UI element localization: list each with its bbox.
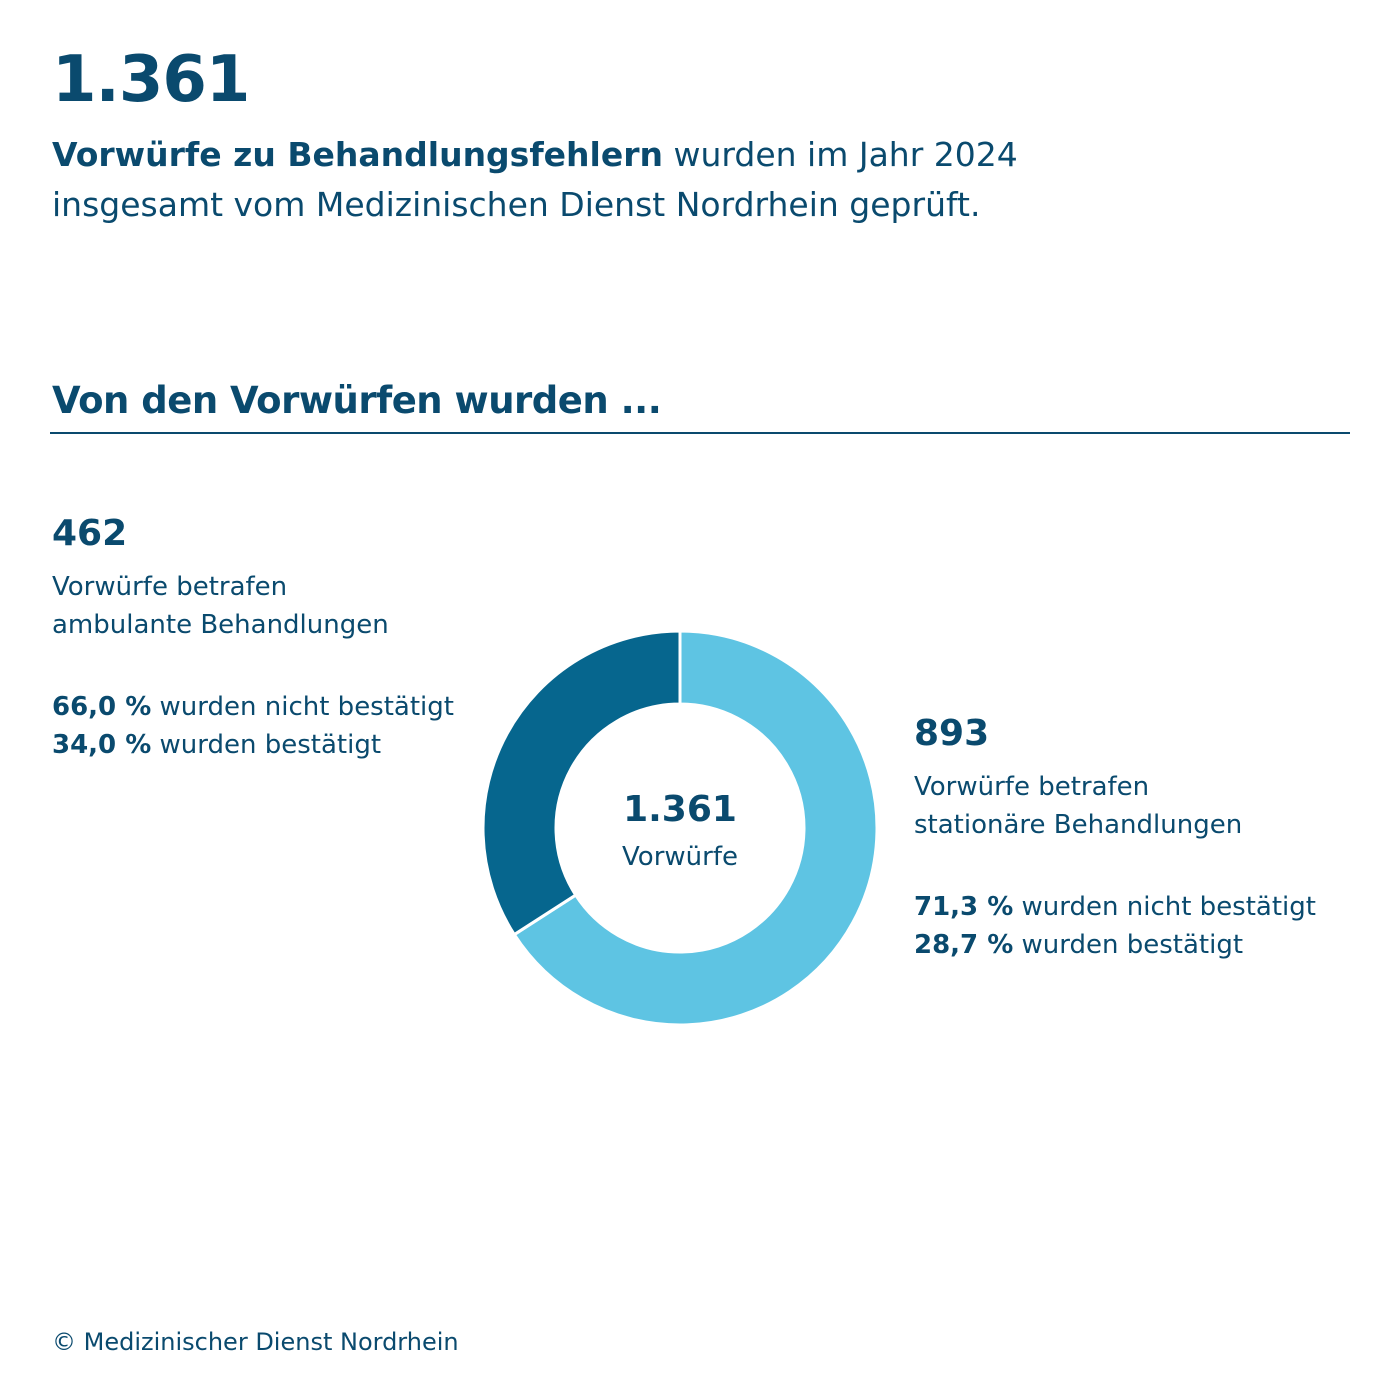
stationaer-stat2-pct: 28,7 %	[914, 930, 1014, 960]
stationaer-stats: 71,3 % wurden nicht bestätigt 28,7 % wur…	[914, 888, 1316, 964]
stationaer-desc-line1: Vorwürfe betrafen	[914, 772, 1150, 802]
ambulant-stat-confirmed: 34,0 % wurden bestätigt	[52, 726, 454, 764]
stationaer-description: Vorwürfe betrafen stationäre Behandlunge…	[914, 768, 1316, 844]
donut-slice-stationaer	[512, 629, 879, 1027]
ambulant-stat2-text: wurden bestätigt	[151, 730, 382, 760]
stationaer-group: 893 Vorwürfe betrafen stationäre Behandl…	[914, 716, 1316, 964]
ambulant-stat1-pct: 66,0 %	[52, 692, 152, 722]
intro-bold: Vorwürfe zu Behandlungsfehlern	[52, 135, 664, 174]
ambulant-stats: 66,0 % wurden nicht bestätigt 34,0 % wur…	[52, 688, 454, 764]
stationaer-stat-confirmed: 28,7 % wurden bestätigt	[914, 926, 1316, 964]
stationaer-stat-not-confirmed: 71,3 % wurden nicht bestätigt	[914, 888, 1316, 926]
section-heading: Von den Vorwürfen wurden ...	[52, 379, 662, 422]
section-divider	[50, 432, 1350, 434]
donut-center-caption: Vorwürfe	[622, 842, 738, 872]
intro-text: Vorwürfe zu Behandlungsfehlern wurden im…	[52, 130, 1352, 230]
ambulant-description: Vorwürfe betrafen ambulante Behandlungen	[52, 568, 454, 644]
ambulant-count: 462	[52, 513, 128, 554]
donut-slice-ambulant	[481, 629, 682, 937]
ambulant-desc-line1: Vorwürfe betrafen	[52, 572, 288, 602]
ambulant-group: 462 Vorwürfe betrafen ambulante Behandlu…	[52, 516, 454, 764]
stationaer-stat2-text: wurden bestätigt	[1013, 930, 1244, 960]
ambulant-stat1-text: wurden nicht bestätigt	[151, 692, 454, 722]
copyright-footer: © Medizinischer Dienst Nordrhein	[52, 1328, 459, 1356]
stationaer-desc-line2: stationäre Behandlungen	[914, 810, 1243, 840]
ambulant-stat2-pct: 34,0 %	[52, 730, 152, 760]
stationaer-count: 893	[914, 713, 990, 754]
headline-number: 1.361	[52, 43, 250, 117]
intro-line2: insgesamt vom Medizinischen Dienst Nordr…	[52, 185, 981, 224]
ambulant-stat-not-confirmed: 66,0 % wurden nicht bestätigt	[52, 688, 454, 726]
ambulant-desc-line2: ambulante Behandlungen	[52, 610, 389, 640]
stationaer-stat1-pct: 71,3 %	[914, 892, 1014, 922]
donut-center-value: 1.361	[623, 789, 737, 830]
stationaer-stat1-text: wurden nicht bestätigt	[1013, 892, 1316, 922]
intro-line1-rest: wurden im Jahr 2024	[663, 135, 1018, 174]
